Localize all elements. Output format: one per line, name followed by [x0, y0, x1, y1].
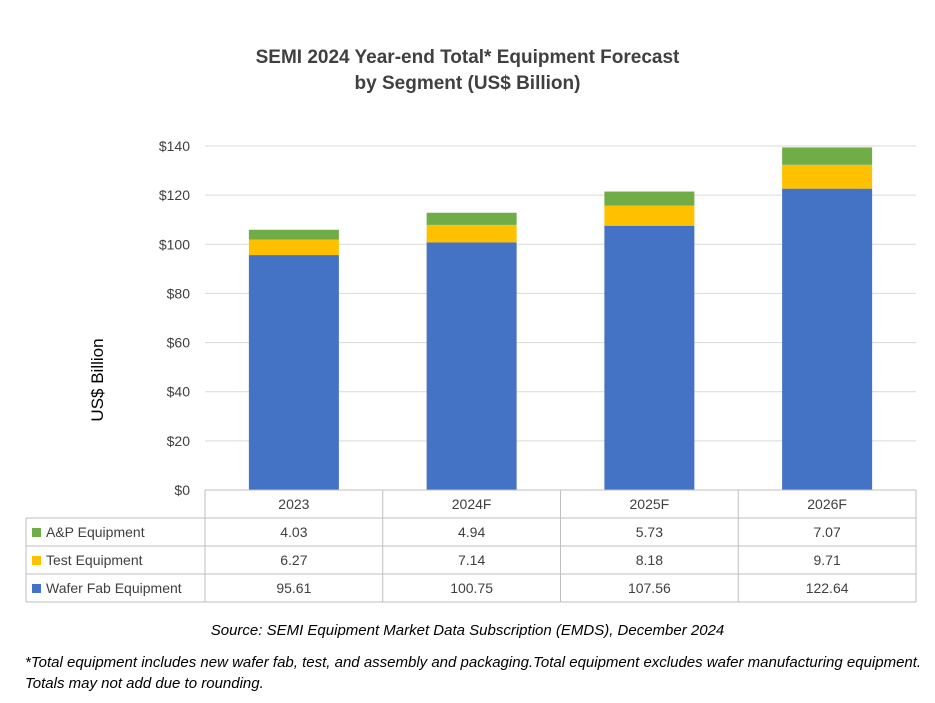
data-label: 4.03 [280, 524, 307, 540]
bar-test-equipment-2026f [782, 164, 873, 189]
legend-label: Test Equipment [46, 552, 143, 568]
legend-swatch [32, 584, 41, 593]
y-axis-label: US$ Billion [88, 338, 107, 421]
bar-wafer-fab-equipment-2023 [248, 255, 339, 490]
y-tick-label: $20 [167, 433, 191, 449]
data-label: 122.64 [806, 580, 849, 596]
data-label: 4.94 [458, 524, 485, 540]
y-tick-label: $40 [167, 384, 191, 400]
legend-swatch [32, 528, 41, 537]
data-label: 107.56 [628, 580, 671, 596]
y-tick-label: $80 [167, 285, 191, 301]
source-note: Source: SEMI Equipment Market Data Subsc… [210, 622, 725, 639]
data-label: 95.61 [276, 580, 311, 596]
data-label: 5.73 [636, 524, 663, 540]
x-category-label: 2024F [452, 496, 492, 512]
y-tick-label: $100 [159, 236, 190, 252]
chart-title: SEMI 2024 Year-end Total* Equipment Fore… [255, 47, 680, 68]
bar-wafer-fab-equipment-2026f [782, 188, 873, 490]
legend-swatch [32, 556, 41, 565]
data-label: 100.75 [450, 580, 493, 596]
bar-test-equipment-2024f [426, 224, 517, 243]
bar-test-equipment-2025f [604, 205, 695, 226]
footnote: *Total equipment includes new wafer fab,… [25, 654, 922, 692]
chart-subtitle: by Segment (US$ Billion) [354, 73, 581, 94]
data-label: 7.07 [814, 524, 841, 540]
x-category-label: 2026F [807, 496, 847, 512]
bar-test-equipment-2023 [248, 239, 339, 256]
bar-a-p-equipment-2025f [604, 191, 695, 206]
bar-a-p-equipment-2023 [248, 229, 339, 240]
data-label: 8.18 [636, 552, 663, 568]
bar-wafer-fab-equipment-2025f [604, 225, 695, 490]
x-category-label: 2023 [278, 496, 309, 512]
bar-a-p-equipment-2024f [426, 212, 517, 225]
legend-label: A&P Equipment [46, 524, 145, 540]
y-tick-label: $0 [174, 482, 190, 498]
x-category-label: 2025F [630, 496, 670, 512]
data-label: 9.71 [814, 552, 841, 568]
bar-a-p-equipment-2026f [782, 147, 873, 165]
y-tick-label: $140 [159, 138, 190, 154]
legend-label: Wafer Fab Equipment [46, 580, 182, 596]
y-tick-label: $60 [167, 335, 191, 351]
bar-wafer-fab-equipment-2024f [426, 242, 517, 490]
y-tick-label: $120 [159, 187, 190, 203]
data-label: 6.27 [280, 552, 307, 568]
data-label: 7.14 [458, 552, 485, 568]
